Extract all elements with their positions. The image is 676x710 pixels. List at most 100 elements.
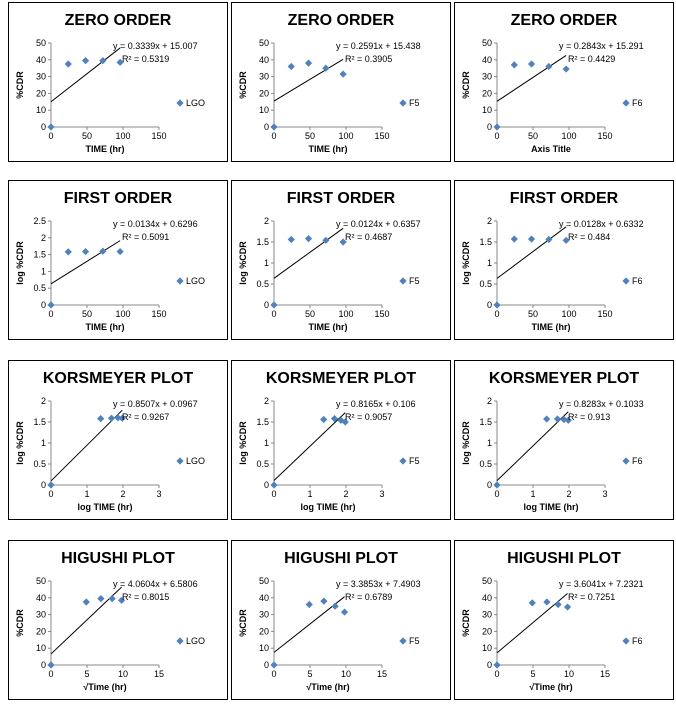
y-axis-label: %CDR (461, 609, 471, 637)
trend-equation: y = 3.3853x + 7.4903 (336, 579, 421, 589)
x-axis-label: log TIME (hr) (301, 502, 356, 512)
data-point (543, 415, 551, 423)
legend-marker (622, 457, 630, 465)
y-tick-label: 1 (487, 258, 492, 268)
chart-title: ZERO ORDER (511, 12, 618, 29)
data-point (99, 57, 107, 65)
x-tick-label: 10 (118, 669, 128, 679)
data-point (97, 415, 105, 423)
trend-r2: R² = 0.484 (568, 232, 610, 242)
chart-title: HIGUSHI PLOT (284, 550, 398, 567)
chart-svg: ZERO ORDER 0 10 20 30 40 50 0 50 100 150 TIME (hr)%… (238, 12, 421, 154)
trend-r2: R² = 0.7251 (568, 592, 615, 602)
x-tick-label: 15 (154, 669, 164, 679)
chart-panel: KORSMEYER PLOT 0 0.5 1 1.5 2 0 1 2 3 log TIME (hr)… (454, 360, 674, 520)
y-tick-label: 0 (41, 660, 46, 670)
trend-equation: y = 0.2591x + 15.438 (336, 41, 421, 51)
x-tick-label: 100 (561, 131, 576, 141)
legend-label: F6 (632, 98, 643, 108)
x-tick-label: 100 (338, 131, 353, 141)
y-tick-label: 30 (36, 72, 46, 82)
chart-title: ZERO ORDER (288, 12, 395, 29)
legend-marker (622, 637, 630, 645)
legend-label: F6 (632, 636, 643, 646)
legend-label: LGO (186, 456, 205, 466)
legend-marker (622, 277, 630, 285)
chart-svg: KORSMEYER PLOT 0 0.5 1 1.5 2 0 1 2 3 log TIME (hr)… (461, 370, 644, 512)
data-point (107, 414, 116, 422)
chart-panel: HIGUSHI PLOT 0 10 20 30 40 50 0 5 10 15 √Time (hr)%… (454, 540, 674, 700)
data-point (116, 58, 124, 66)
data-point (304, 235, 313, 243)
trend-equation: y = 0.8165x + 0.106 (336, 399, 416, 409)
x-axis-label: TIME (hr) (309, 322, 348, 332)
chart-panel: KORSMEYER PLOT 0 0.5 1 1.5 2 0 1 2 3 log TIME (hr)… (231, 360, 451, 520)
y-tick-label: 1 (264, 258, 269, 268)
x-tick-label: 100 (338, 309, 353, 319)
trend-r2: R² = 0.5319 (122, 54, 169, 64)
data-point (47, 123, 55, 131)
chart-title: KORSMEYER PLOT (266, 370, 416, 387)
data-point (81, 247, 90, 256)
x-tick-label: 5 (530, 669, 535, 679)
chart-svg: KORSMEYER PLOT 0 0.5 1 1.5 2 0 1 2 3 log TIME (hr)… (15, 370, 205, 512)
y-tick-label: 2 (41, 233, 46, 243)
y-tick-label: 0 (264, 660, 269, 670)
legend-label: F6 (632, 456, 643, 466)
chart-title: KORSMEYER PLOT (43, 370, 193, 387)
y-tick-label: 0 (264, 122, 269, 132)
x-tick-label: 5 (307, 669, 312, 679)
data-point (553, 415, 562, 423)
chart-title: FIRST ORDER (287, 190, 396, 207)
data-point (320, 597, 328, 605)
legend-label: F5 (409, 98, 420, 108)
trend-equation: y = 4.0604x + 6.5806 (113, 579, 198, 589)
y-tick-label: 2 (487, 396, 492, 406)
y-tick-label: 1.5 (33, 417, 46, 427)
trend-equation: y = 0.0124x + 0.6357 (336, 219, 421, 229)
x-tick-label: 100 (115, 131, 130, 141)
data-point (493, 481, 501, 489)
data-point (493, 301, 501, 309)
legend-marker (399, 99, 407, 107)
x-tick-label: 150 (597, 309, 612, 319)
trendline (50, 409, 123, 482)
data-point (563, 603, 572, 611)
trend-r2: R² = 0.3905 (345, 54, 392, 64)
x-axis-label: √Time (hr) (529, 682, 572, 692)
data-point (287, 62, 295, 71)
data-point (341, 418, 349, 426)
y-axis-label: %CDR (15, 609, 25, 637)
chart-panel: FIRST ORDER 0 0.5 1 1.5 2 0 50 100 150 TIME (hr) lo… (454, 180, 674, 340)
y-tick-label: 1.5 (479, 237, 492, 247)
trendline (273, 58, 344, 102)
data-point (270, 301, 278, 309)
y-tick-label: 1 (487, 438, 492, 448)
legend-marker (176, 277, 184, 285)
y-tick-label: 1.5 (256, 237, 269, 247)
trendline (273, 227, 344, 279)
y-tick-label: 0 (487, 122, 492, 132)
y-tick-label: 1.5 (33, 250, 46, 260)
data-point (47, 301, 55, 309)
y-tick-label: 1 (264, 438, 269, 448)
chart-svg: ZERO ORDER 0 10 20 30 40 50 0 50 100 150 Axis Title… (461, 12, 644, 154)
x-tick-label: 50 (82, 131, 92, 141)
y-axis-label: log %CDR (15, 421, 25, 465)
data-point (562, 236, 570, 244)
chart-panel: ZERO ORDER 0 10 20 30 40 50 0 50 100 150 TIME (hr)%… (231, 2, 451, 162)
y-tick-label: 30 (259, 610, 269, 620)
chart-title: HIGUSHI PLOT (507, 550, 621, 567)
data-point (493, 661, 501, 669)
x-axis-label: √Time (hr) (306, 682, 349, 692)
data-point (81, 57, 90, 65)
data-point (82, 598, 90, 606)
legend-marker (176, 637, 184, 645)
data-point (493, 123, 501, 131)
chart-panel: FIRST ORDER 0 0.5 1 1.5 2 0 50 100 150 TIME (hr) lo… (231, 180, 451, 340)
data-point (320, 415, 328, 424)
x-tick-label: 5 (84, 669, 89, 679)
data-point (64, 60, 72, 68)
data-point (510, 61, 518, 69)
